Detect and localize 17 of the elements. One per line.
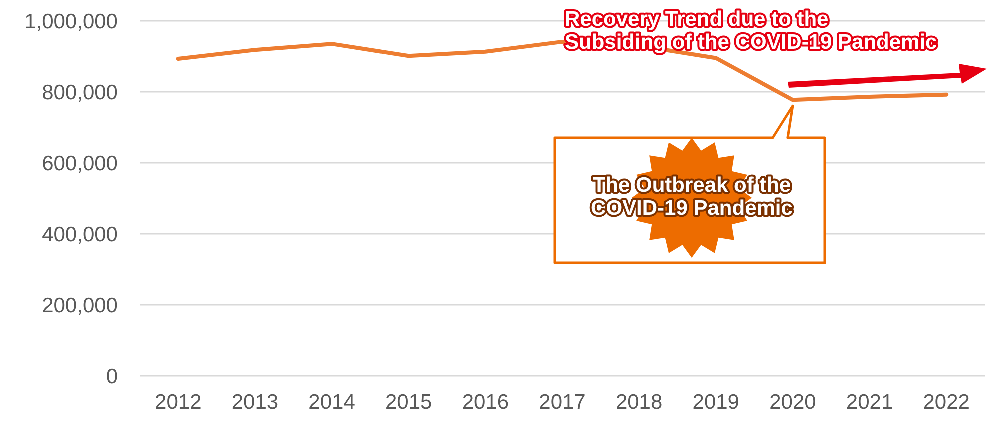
x-tick-label: 2019	[692, 391, 740, 414]
y-tick-label: 400,000	[42, 223, 118, 246]
x-tick-label: 2014	[308, 391, 356, 414]
x-tick-label: 2015	[386, 391, 432, 414]
y-tick-label: 800,000	[42, 81, 118, 104]
x-tick-label: 2021	[846, 391, 894, 414]
x-tick-label: 2017	[539, 391, 586, 414]
x-tick-label: 2022	[923, 391, 970, 414]
x-tick-label: 2020	[770, 391, 816, 414]
x-tick-label: 2016	[462, 391, 510, 414]
y-tick-label: 1,000,000	[24, 10, 118, 34]
y-tick-label: 0	[106, 365, 118, 388]
y-tick-label: 200,000	[42, 294, 118, 318]
x-tick-label: 2013	[232, 391, 279, 414]
x-tick-label: 2018	[616, 391, 663, 414]
x-tick-label: 2012	[155, 391, 202, 414]
y-tick-label: 600,000	[42, 152, 118, 176]
